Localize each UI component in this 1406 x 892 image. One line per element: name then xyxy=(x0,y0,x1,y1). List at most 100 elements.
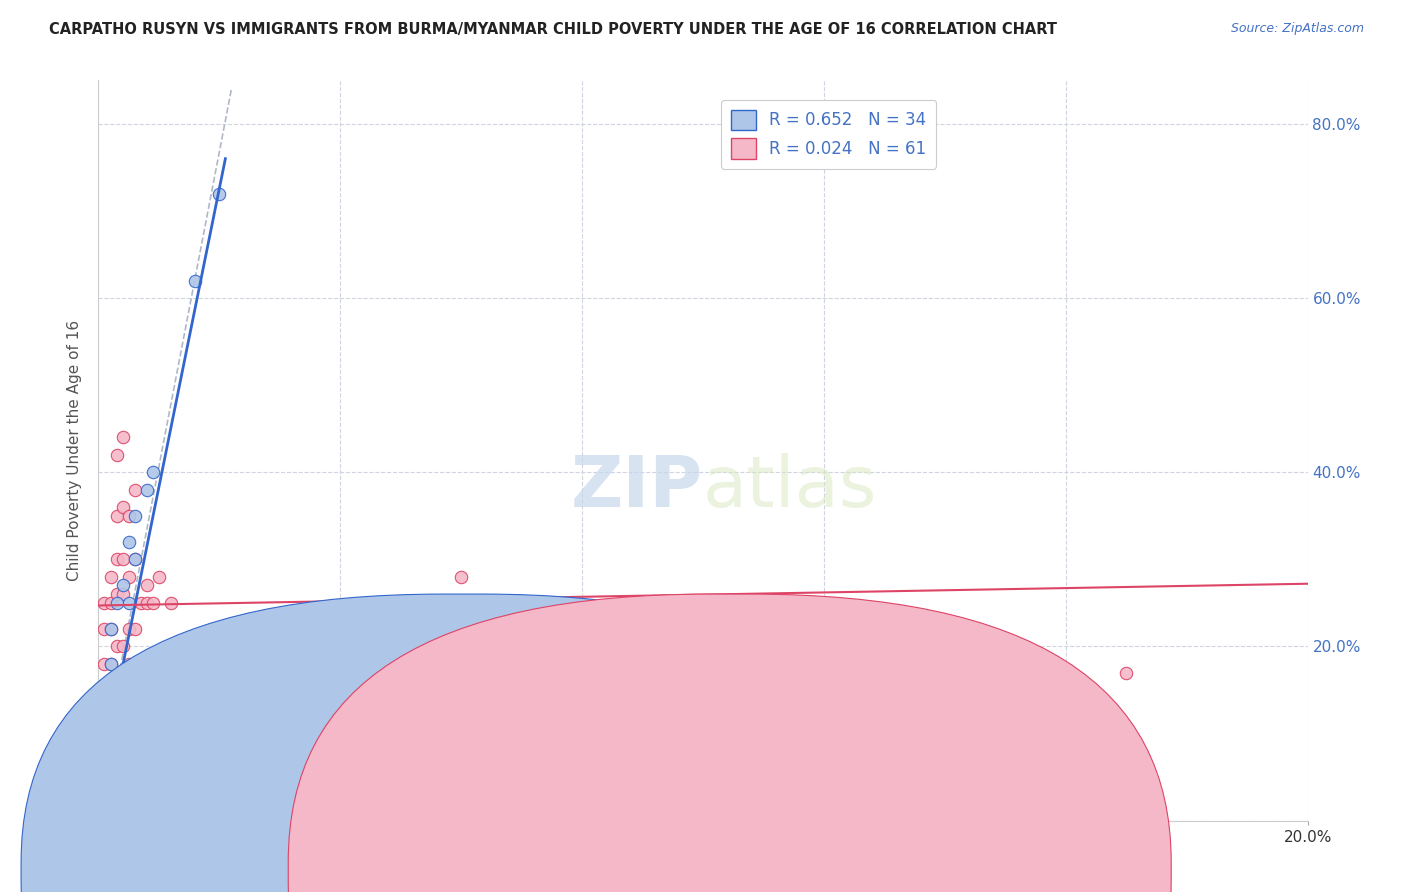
Point xyxy=(118,726,141,740)
Point xyxy=(148,674,170,689)
Point xyxy=(105,726,128,740)
Point xyxy=(450,570,472,584)
Point xyxy=(100,779,122,793)
Point xyxy=(631,674,654,689)
Point xyxy=(105,779,128,793)
Point xyxy=(124,622,146,636)
Point xyxy=(148,744,170,758)
Point xyxy=(111,674,134,689)
Point xyxy=(100,788,122,802)
Point xyxy=(100,709,122,723)
Point xyxy=(111,753,134,767)
Point xyxy=(100,709,122,723)
Point xyxy=(160,596,183,610)
Point xyxy=(105,761,128,775)
Text: CARPATHO RUSYN VS IMMIGRANTS FROM BURMA/MYANMAR CHILD POVERTY UNDER THE AGE OF 1: CARPATHO RUSYN VS IMMIGRANTS FROM BURMA/… xyxy=(49,22,1057,37)
Point xyxy=(100,744,122,758)
Point xyxy=(111,587,134,601)
Text: Immigrants from Burma/Myanmar: Immigrants from Burma/Myanmar xyxy=(756,863,1017,877)
Point xyxy=(142,683,165,698)
Point xyxy=(179,683,201,698)
Y-axis label: Child Poverty Under the Age of 16: Child Poverty Under the Age of 16 xyxy=(67,320,83,581)
Point xyxy=(105,709,128,723)
Point xyxy=(129,726,152,740)
Point xyxy=(124,508,146,523)
Point xyxy=(129,726,152,740)
Point xyxy=(111,578,134,592)
Point xyxy=(148,570,170,584)
Text: Source: ZipAtlas.com: Source: ZipAtlas.com xyxy=(1230,22,1364,36)
Point xyxy=(160,691,183,706)
Point xyxy=(118,570,141,584)
Point xyxy=(631,657,654,671)
Point xyxy=(100,753,122,767)
Point xyxy=(105,744,128,758)
Point xyxy=(100,622,122,636)
Point xyxy=(105,552,128,566)
Point xyxy=(100,770,122,784)
Point xyxy=(118,770,141,784)
Point xyxy=(100,735,122,749)
Point xyxy=(93,596,115,610)
Point xyxy=(124,552,146,566)
Point xyxy=(93,657,115,671)
Point xyxy=(105,770,128,784)
Point xyxy=(124,744,146,758)
Point xyxy=(93,753,115,767)
Point xyxy=(118,508,141,523)
Point xyxy=(135,483,157,497)
Point xyxy=(93,788,115,802)
Point xyxy=(118,622,141,636)
Point xyxy=(100,657,122,671)
Point xyxy=(420,674,443,689)
Point xyxy=(124,483,146,497)
Point xyxy=(184,274,207,288)
Point xyxy=(105,596,128,610)
Point xyxy=(111,500,134,514)
Point xyxy=(100,657,122,671)
Point xyxy=(111,430,134,444)
Point xyxy=(105,744,128,758)
Point xyxy=(111,552,134,566)
Point xyxy=(93,744,115,758)
Point xyxy=(111,744,134,758)
Point xyxy=(160,691,183,706)
Point xyxy=(93,796,115,810)
Point xyxy=(111,770,134,784)
Point xyxy=(124,552,146,566)
Point xyxy=(100,596,122,610)
Text: Carpatho Rusyns: Carpatho Rusyns xyxy=(638,863,768,877)
Point xyxy=(93,622,115,636)
Point xyxy=(100,683,122,698)
Point xyxy=(118,691,141,706)
Point xyxy=(208,186,231,201)
Point xyxy=(118,744,141,758)
Point xyxy=(148,709,170,723)
Point xyxy=(105,448,128,462)
Text: ZIP: ZIP xyxy=(571,453,703,522)
Point xyxy=(124,691,146,706)
Point xyxy=(111,709,134,723)
Point xyxy=(172,700,194,714)
Point xyxy=(105,587,128,601)
Text: atlas: atlas xyxy=(703,453,877,522)
Point xyxy=(105,674,128,689)
Point xyxy=(105,640,128,654)
Point xyxy=(100,622,122,636)
Point xyxy=(135,596,157,610)
Text: Carpatho Rusyns: Carpatho Rusyns xyxy=(489,863,619,877)
Point xyxy=(93,770,115,784)
Point xyxy=(105,508,128,523)
Point xyxy=(111,640,134,654)
Point xyxy=(135,578,157,592)
Legend: R = 0.652   N = 34, R = 0.024   N = 61: R = 0.652 N = 34, R = 0.024 N = 61 xyxy=(721,100,936,169)
Point xyxy=(118,535,141,549)
Point xyxy=(100,570,122,584)
Point xyxy=(142,465,165,479)
Point xyxy=(93,779,115,793)
Point xyxy=(118,596,141,610)
Point xyxy=(93,761,115,775)
Point xyxy=(1115,665,1137,680)
Point xyxy=(934,657,956,671)
Point xyxy=(142,596,165,610)
